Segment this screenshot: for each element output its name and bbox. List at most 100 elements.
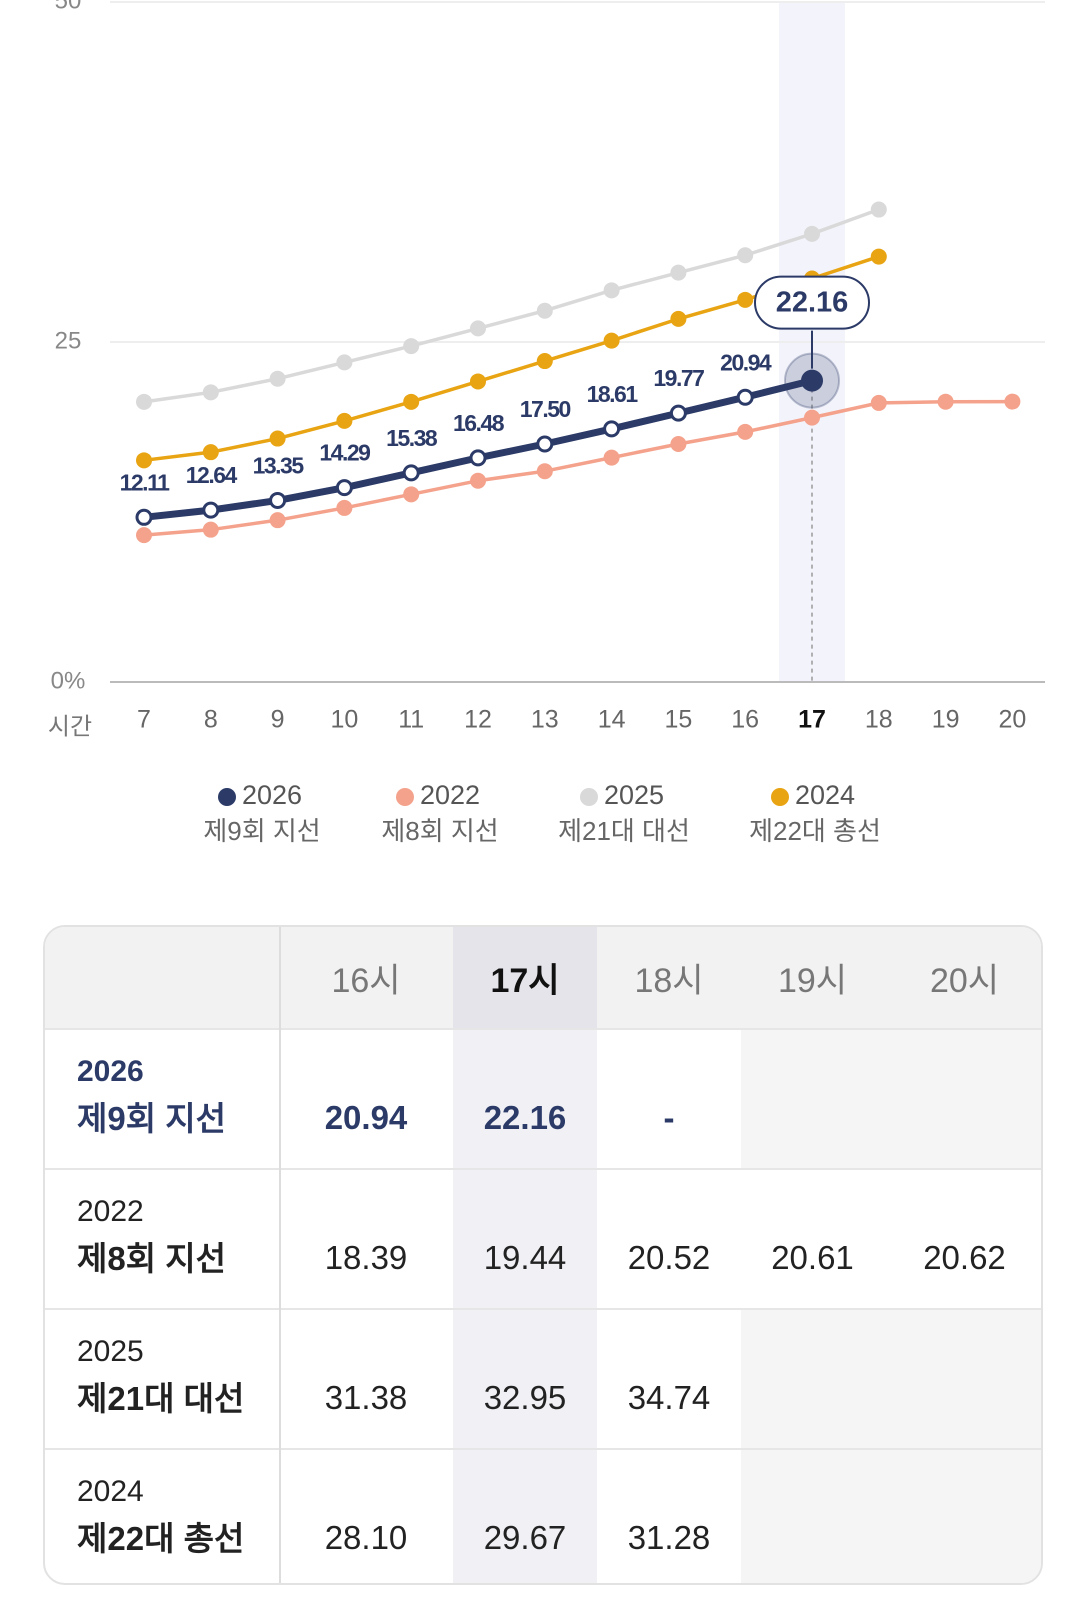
legend-swatch [580,788,598,806]
marker [269,430,286,447]
marker [136,527,152,544]
row-divider [45,1168,1041,1170]
marker [737,291,754,308]
cell: 20.94 [324,1099,408,1136]
x-tick-label: 19 [932,706,960,734]
empty-cell [884,1450,1041,1583]
marker [536,463,553,480]
row-name: 제8회 지선 [77,1240,226,1277]
x-tick-label: 12 [464,706,492,734]
column-header: 17시 [490,962,560,1000]
row-name: 제9회 지선 [77,1100,226,1137]
marker [269,512,286,529]
marker [336,412,353,429]
cell: 29.67 [483,1519,567,1556]
data-label: 19.77 [653,365,704,391]
marker [603,332,620,349]
data-label: 20.94 [720,349,772,375]
cell: 19.44 [483,1239,567,1276]
row-year: 2026 [77,1055,144,1088]
marker [801,369,823,392]
marker [536,302,553,319]
marker [870,201,887,218]
marker [336,499,353,516]
col-highlight [453,1028,597,1583]
series-line [143,399,1013,537]
x-tick-label: 11 [398,706,424,734]
x-tick-label: 10 [330,706,358,734]
x-tick-label: 9 [271,706,285,734]
marker [136,393,152,410]
cell: 18.39 [324,1239,408,1276]
x-axis-label: 시간 [48,713,92,740]
cell: 20.61 [771,1239,854,1276]
column-header: 20시 [929,962,1000,1000]
marker [269,370,286,387]
marker [335,479,353,497]
marker [870,394,887,411]
column-header: 16시 [331,962,401,1000]
cell: 34.74 [627,1379,711,1416]
empty-cell [741,1310,884,1448]
data-label: 12.64 [186,462,238,488]
cell: 31.38 [324,1379,408,1416]
marker [670,264,687,281]
x-tick-label: 8 [204,706,218,734]
x-tick-label: 15 [664,706,692,734]
row-divider [45,1448,1041,1450]
legend-swatch [396,788,414,806]
marker [470,373,486,390]
legend-label: 2026 [242,780,302,810]
marker [202,521,219,538]
y-tick-label: 50 [55,0,82,14]
legend-sublabel: 제8회 지선 [381,816,498,846]
legend-swatch [771,788,789,806]
x-tick-label: 7 [137,706,151,734]
cell: 28.10 [324,1519,408,1556]
data-label: 12.11 [120,469,170,495]
marker [1004,393,1021,410]
data-label: 18.61 [587,381,639,407]
marker [670,310,687,327]
x-tick-label: 17 [798,706,826,734]
marker [202,444,219,461]
row-divider [45,1308,1041,1310]
legend-sublabel: 제22대 총선 [749,816,881,846]
marker [804,409,820,426]
marker [669,404,687,422]
cell: 20.52 [627,1239,711,1276]
data-label: 15.38 [386,425,438,451]
marker [202,501,220,519]
marker [202,384,219,401]
empty-cell [884,1030,1041,1168]
cell: 22.16 [483,1099,567,1136]
marker [737,423,754,440]
marker [336,354,353,371]
x-tick-label: 13 [531,706,559,734]
chart: 시간 0% 25 50 7 8 9 10 11 12 13 14 15 16 17 18 19 20 12.11 1… [48,0,1045,846]
empty-cell [741,1450,884,1583]
series-line [143,377,813,521]
cell: 31.28 [627,1519,711,1556]
marker [937,393,954,410]
data-label: 14.29 [319,440,370,466]
row-name: 제21대 대선 [77,1380,245,1417]
y-tick-label: 0% [51,667,86,694]
marker [870,248,887,265]
marker [403,338,420,355]
marker [403,486,420,503]
cell: - [663,1099,675,1136]
y-tick-label: 25 [55,327,82,354]
marker [403,393,420,410]
marker [135,508,153,526]
marker [269,491,287,509]
marker [469,449,487,467]
legend-label: 2025 [604,780,664,810]
col-highlight [453,927,597,1028]
x-tick-label: 20 [998,706,1026,734]
marker [603,282,620,299]
row-year: 2022 [77,1195,144,1228]
legend-sublabel: 제9회 지선 [203,816,320,846]
marker [136,452,152,469]
table: 16시 17시 18시 19시 20시 2026 제9회 지선 20.94 22.16 - 2022… [43,925,1043,1585]
